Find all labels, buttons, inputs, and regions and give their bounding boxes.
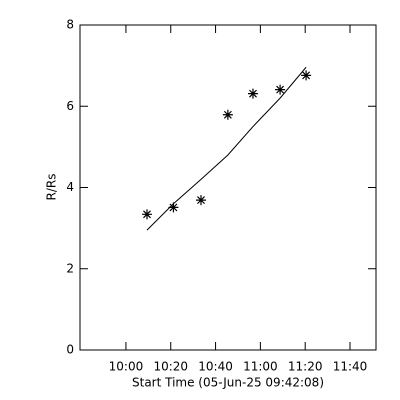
- y-tick-label: 4: [66, 180, 74, 194]
- x-tick-label: 10:00: [109, 360, 144, 374]
- data-point: [247, 88, 258, 99]
- y-tick-label: 2: [66, 261, 74, 275]
- x-tick-label: 11:00: [243, 360, 278, 374]
- data-point: [222, 109, 233, 120]
- y-axis-label: R/Rs: [45, 174, 59, 201]
- y-tick-label: 0: [66, 343, 74, 357]
- x-tick-label: 10:40: [198, 360, 233, 374]
- x-tick-label: 11:40: [333, 360, 368, 374]
- x-tick-label: 10:20: [153, 360, 188, 374]
- data-point: [275, 84, 286, 95]
- plot-frame: [79, 24, 377, 351]
- data-point: [301, 70, 312, 81]
- x-axis-label: Start Time (05-Jun-25 09:42:08): [132, 376, 324, 390]
- y-tick-label: 6: [66, 99, 74, 113]
- data-point: [168, 202, 179, 213]
- fit-line: [146, 66, 307, 231]
- data-point: [195, 195, 206, 206]
- data-point: [141, 209, 152, 220]
- y-tick-label: 8: [66, 18, 74, 32]
- x-tick-label: 11:20: [288, 360, 323, 374]
